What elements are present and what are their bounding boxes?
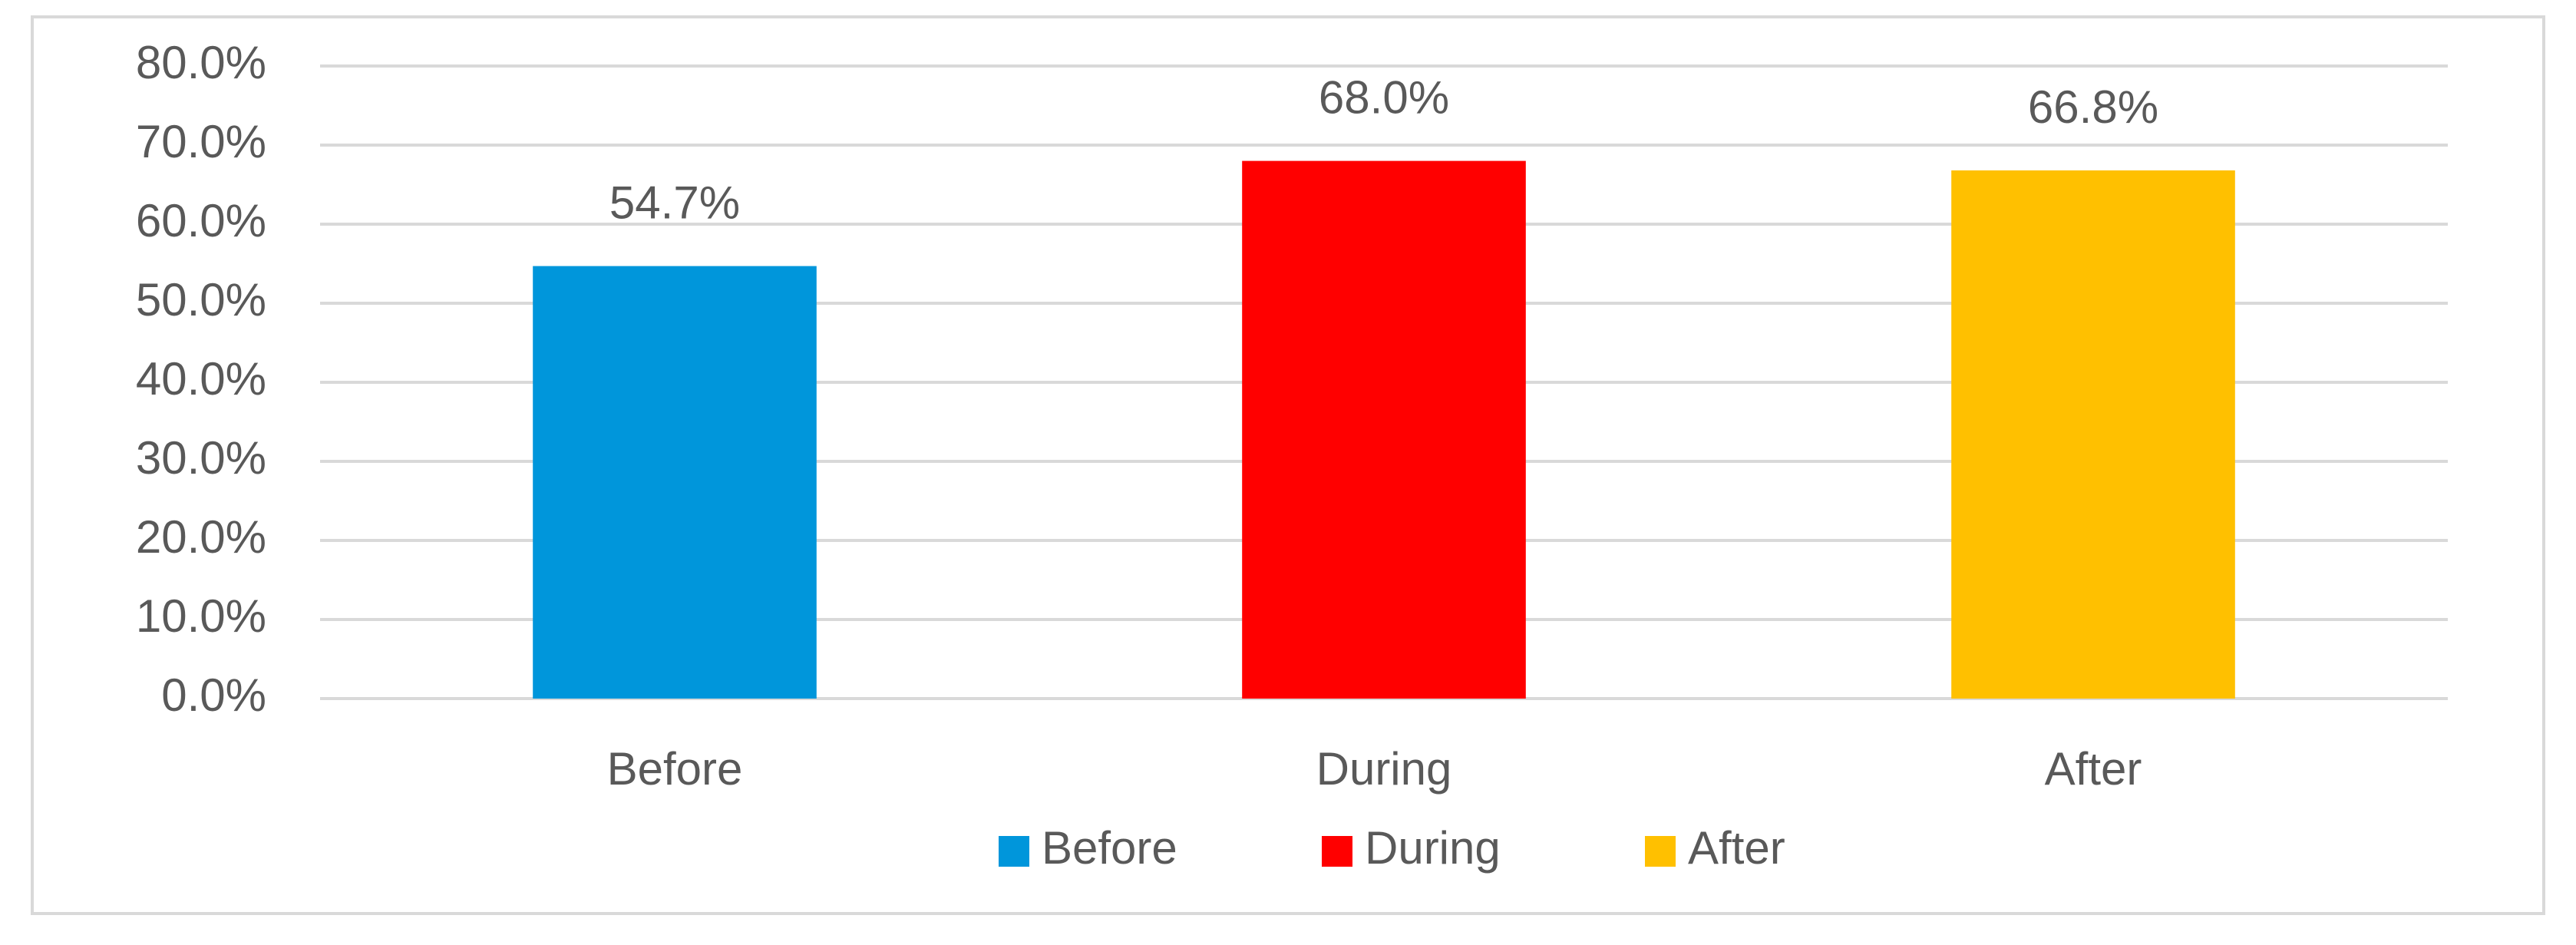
legend-swatch <box>999 836 1029 867</box>
x-tick-label: Before <box>607 743 743 795</box>
y-tick-label: 60.0% <box>136 195 266 246</box>
data-label: 54.7% <box>609 177 740 228</box>
bar <box>1951 170 2235 699</box>
y-tick-label: 30.0% <box>136 432 266 484</box>
legend-label: Before <box>1042 822 1177 874</box>
legend-label: After <box>1688 822 1785 874</box>
x-tick-label: After <box>2045 743 2142 795</box>
data-label: 66.8% <box>2028 81 2158 133</box>
bar <box>1242 160 1526 699</box>
y-tick-label: 40.0% <box>136 353 266 405</box>
legend-swatch <box>1322 836 1352 867</box>
y-tick-label: 0.0% <box>161 669 266 721</box>
data-label: 68.0% <box>1319 71 1449 123</box>
legend-label: During <box>1365 822 1501 874</box>
y-tick-label: 10.0% <box>136 590 266 642</box>
legend-swatch <box>1645 836 1676 867</box>
y-tick-label: 70.0% <box>136 116 266 167</box>
x-tick-label: During <box>1316 743 1452 795</box>
y-tick-label: 50.0% <box>136 274 266 325</box>
y-tick-label: 80.0% <box>136 37 266 88</box>
y-tick-label: 20.0% <box>136 511 266 563</box>
bar <box>533 266 817 699</box>
